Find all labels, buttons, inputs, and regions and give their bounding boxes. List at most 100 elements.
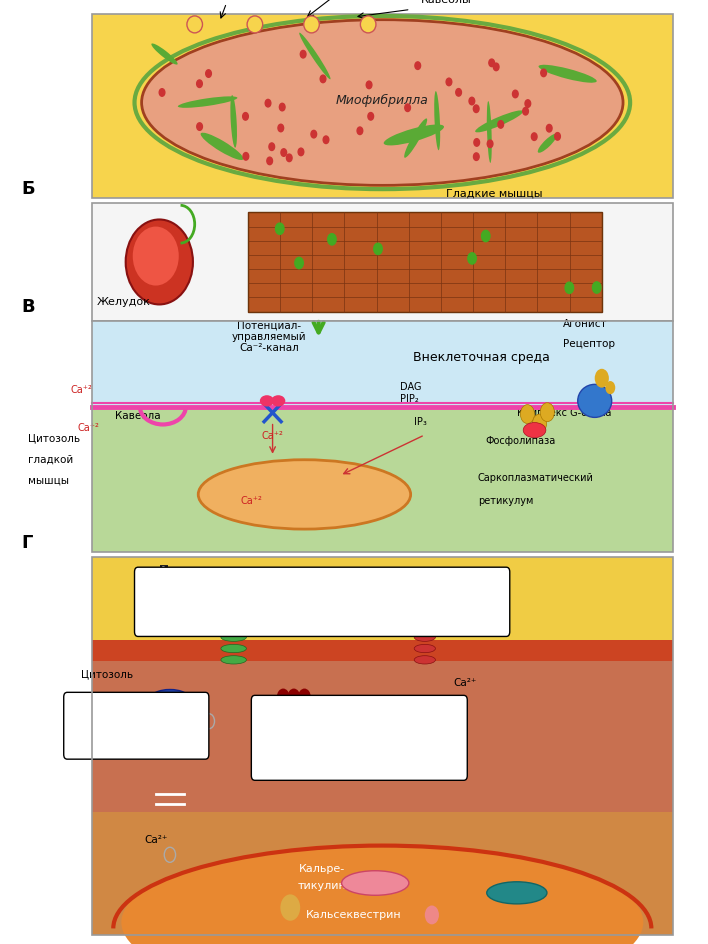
Ellipse shape bbox=[475, 110, 523, 132]
Circle shape bbox=[468, 253, 476, 264]
Text: Кавеолы: Кавеолы bbox=[421, 0, 472, 5]
Circle shape bbox=[298, 688, 311, 705]
Bar bbox=[92, 812, 673, 935]
Text: Фосфолипаза: Фосфолипаза bbox=[485, 436, 555, 446]
Circle shape bbox=[366, 81, 372, 89]
Text: Потенциал-: Потенциал- bbox=[237, 320, 301, 330]
Text: Гладкие мышцы: Гладкие мышцы bbox=[446, 188, 542, 198]
Circle shape bbox=[456, 89, 462, 96]
FancyBboxPatch shape bbox=[135, 567, 510, 636]
Circle shape bbox=[493, 63, 499, 71]
Text: управляемый: управляемый bbox=[232, 331, 307, 342]
Circle shape bbox=[328, 234, 336, 245]
Circle shape bbox=[243, 153, 249, 160]
Circle shape bbox=[298, 148, 304, 156]
Circle shape bbox=[498, 121, 503, 128]
Ellipse shape bbox=[121, 844, 644, 944]
Circle shape bbox=[269, 143, 275, 150]
Bar bbox=[92, 640, 673, 661]
Text: Na⁺: Na⁺ bbox=[453, 598, 473, 609]
Circle shape bbox=[540, 403, 554, 422]
Text: Цитозоль: Цитозоль bbox=[81, 669, 134, 679]
Ellipse shape bbox=[150, 689, 189, 708]
Text: IP₃: IP₃ bbox=[414, 417, 427, 428]
Circle shape bbox=[474, 105, 479, 112]
Circle shape bbox=[525, 100, 531, 108]
Circle shape bbox=[275, 223, 284, 234]
Text: Ca²⁺ насос: Ca²⁺ насос bbox=[108, 709, 165, 718]
Text: закачивает: закачивает bbox=[105, 723, 168, 733]
Circle shape bbox=[415, 62, 421, 70]
Circle shape bbox=[595, 369, 609, 388]
Circle shape bbox=[446, 78, 452, 86]
Bar bbox=[92, 203, 673, 321]
Text: Кальсеквестрин: Кальсеквестрин bbox=[306, 910, 402, 919]
Circle shape bbox=[320, 76, 326, 83]
Circle shape bbox=[374, 244, 382, 255]
Text: В: В bbox=[21, 298, 35, 316]
Text: кальсеквестрина: кальсеквестрина bbox=[312, 757, 407, 767]
Ellipse shape bbox=[271, 396, 285, 407]
Ellipse shape bbox=[360, 16, 376, 33]
Circle shape bbox=[278, 125, 284, 132]
Ellipse shape bbox=[414, 633, 435, 641]
Circle shape bbox=[429, 602, 442, 619]
Text: Ca²⁺: Ca²⁺ bbox=[453, 678, 476, 688]
Ellipse shape bbox=[414, 656, 435, 664]
Text: Ca⁺²: Ca⁺² bbox=[78, 423, 99, 433]
Text: 2: 2 bbox=[79, 700, 84, 709]
Text: мышцы: мышцы bbox=[28, 475, 69, 485]
Circle shape bbox=[277, 688, 290, 705]
Circle shape bbox=[405, 104, 411, 111]
Ellipse shape bbox=[142, 20, 623, 185]
Circle shape bbox=[593, 282, 601, 294]
Ellipse shape bbox=[304, 16, 319, 33]
Circle shape bbox=[481, 230, 490, 242]
Text: Внеклеточная среда: Внеклеточная среда bbox=[413, 351, 550, 363]
Circle shape bbox=[133, 712, 150, 734]
Ellipse shape bbox=[539, 65, 597, 83]
Circle shape bbox=[159, 89, 165, 96]
Text: Комплекс G-белка: Комплекс G-белка bbox=[517, 408, 611, 418]
Text: Цитозоль: Цитозоль bbox=[28, 433, 81, 444]
Circle shape bbox=[300, 50, 306, 58]
Ellipse shape bbox=[384, 125, 444, 145]
Bar bbox=[248, 212, 602, 312]
Text: Рецептор: Рецептор bbox=[563, 339, 615, 349]
Circle shape bbox=[487, 140, 493, 147]
Circle shape bbox=[281, 149, 287, 157]
Circle shape bbox=[280, 894, 300, 920]
Bar bbox=[92, 407, 673, 552]
Bar bbox=[92, 321, 673, 552]
Ellipse shape bbox=[578, 384, 612, 417]
Text: DAG: DAG bbox=[400, 382, 421, 393]
Circle shape bbox=[425, 905, 439, 924]
Text: Na-Ca обменник и Ca²⁺ насос: Na-Ca обменник и Ca²⁺ насос bbox=[242, 585, 402, 595]
Circle shape bbox=[469, 97, 474, 105]
Ellipse shape bbox=[221, 633, 246, 641]
Circle shape bbox=[243, 112, 249, 120]
Circle shape bbox=[266, 99, 271, 107]
Circle shape bbox=[565, 282, 573, 294]
Text: кальретикулина и: кальретикулина и bbox=[309, 742, 410, 752]
Circle shape bbox=[541, 69, 547, 76]
Circle shape bbox=[532, 414, 547, 433]
Text: Кавеола: Кавеола bbox=[115, 411, 161, 421]
Circle shape bbox=[474, 153, 479, 160]
Text: Агонист: Агонист bbox=[563, 318, 607, 329]
Circle shape bbox=[474, 139, 479, 146]
Circle shape bbox=[280, 103, 285, 110]
Circle shape bbox=[287, 688, 300, 705]
Ellipse shape bbox=[487, 882, 547, 904]
Text: Ca⁺²: Ca⁺² bbox=[71, 385, 92, 396]
Ellipse shape bbox=[247, 16, 263, 33]
Ellipse shape bbox=[187, 16, 202, 33]
Circle shape bbox=[213, 605, 226, 622]
Circle shape bbox=[287, 154, 292, 161]
FancyBboxPatch shape bbox=[64, 692, 209, 759]
Text: H: H bbox=[205, 606, 212, 615]
Circle shape bbox=[489, 59, 494, 67]
Ellipse shape bbox=[200, 133, 244, 160]
Text: в СПР за счет: в СПР за счет bbox=[323, 727, 396, 737]
Text: PIP₂: PIP₂ bbox=[400, 394, 418, 404]
